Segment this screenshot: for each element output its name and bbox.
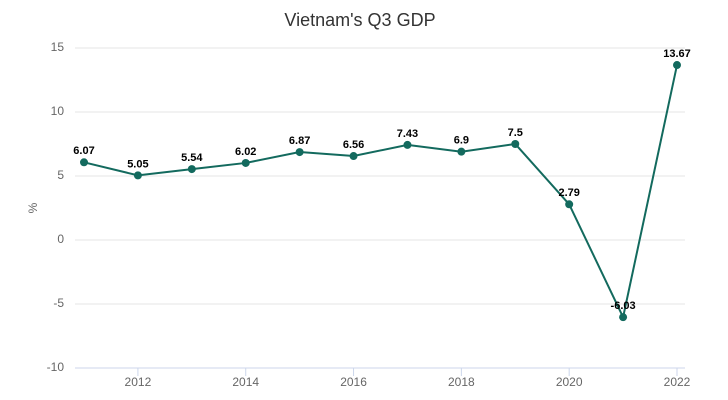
point (295, 148, 304, 157)
x-tick-label: 2018 (448, 375, 475, 389)
chart-title: Vietnam's Q3 GDP (284, 10, 435, 30)
x-tick-label: 2016 (340, 375, 367, 389)
data-label: 5.05 (127, 158, 148, 170)
data-label: 6.02 (235, 146, 256, 158)
y-tick-label: 10 (51, 104, 65, 118)
x-tick-label: 2014 (232, 375, 259, 389)
data-label: 6.87 (289, 135, 310, 147)
point (80, 158, 88, 167)
data-label: 7.5 (508, 127, 523, 139)
y-tick-label: -10 (47, 360, 65, 374)
y-tick-label: 5 (57, 168, 64, 182)
point (133, 171, 142, 180)
point (673, 61, 681, 70)
x-tick-label: 2020 (556, 375, 583, 389)
y-tick-label: 15 (51, 40, 65, 54)
data-label: 5.54 (181, 152, 203, 164)
data-label: 7.43 (397, 128, 418, 140)
point (511, 140, 520, 148)
point (187, 165, 196, 174)
y-tick-label: -5 (53, 296, 64, 310)
y-axis-label: % (26, 202, 40, 213)
data-label: 2.79 (558, 187, 579, 199)
point (457, 147, 466, 156)
point (349, 152, 358, 161)
data-label: 6.56 (343, 139, 364, 151)
point (403, 140, 412, 149)
data-label: 6.9 (454, 135, 469, 147)
data-label: 6.07 (73, 145, 94, 157)
point (565, 200, 574, 209)
line (83, 64, 678, 321)
x-tick-label: 2012 (125, 375, 152, 389)
data-label: -6.03 (611, 300, 636, 312)
point (241, 158, 250, 167)
point (619, 313, 628, 322)
y-tick-label: 0 (57, 232, 64, 246)
x-tick-label: 2022 (664, 375, 691, 389)
data-label: 13.67 (663, 48, 691, 60)
